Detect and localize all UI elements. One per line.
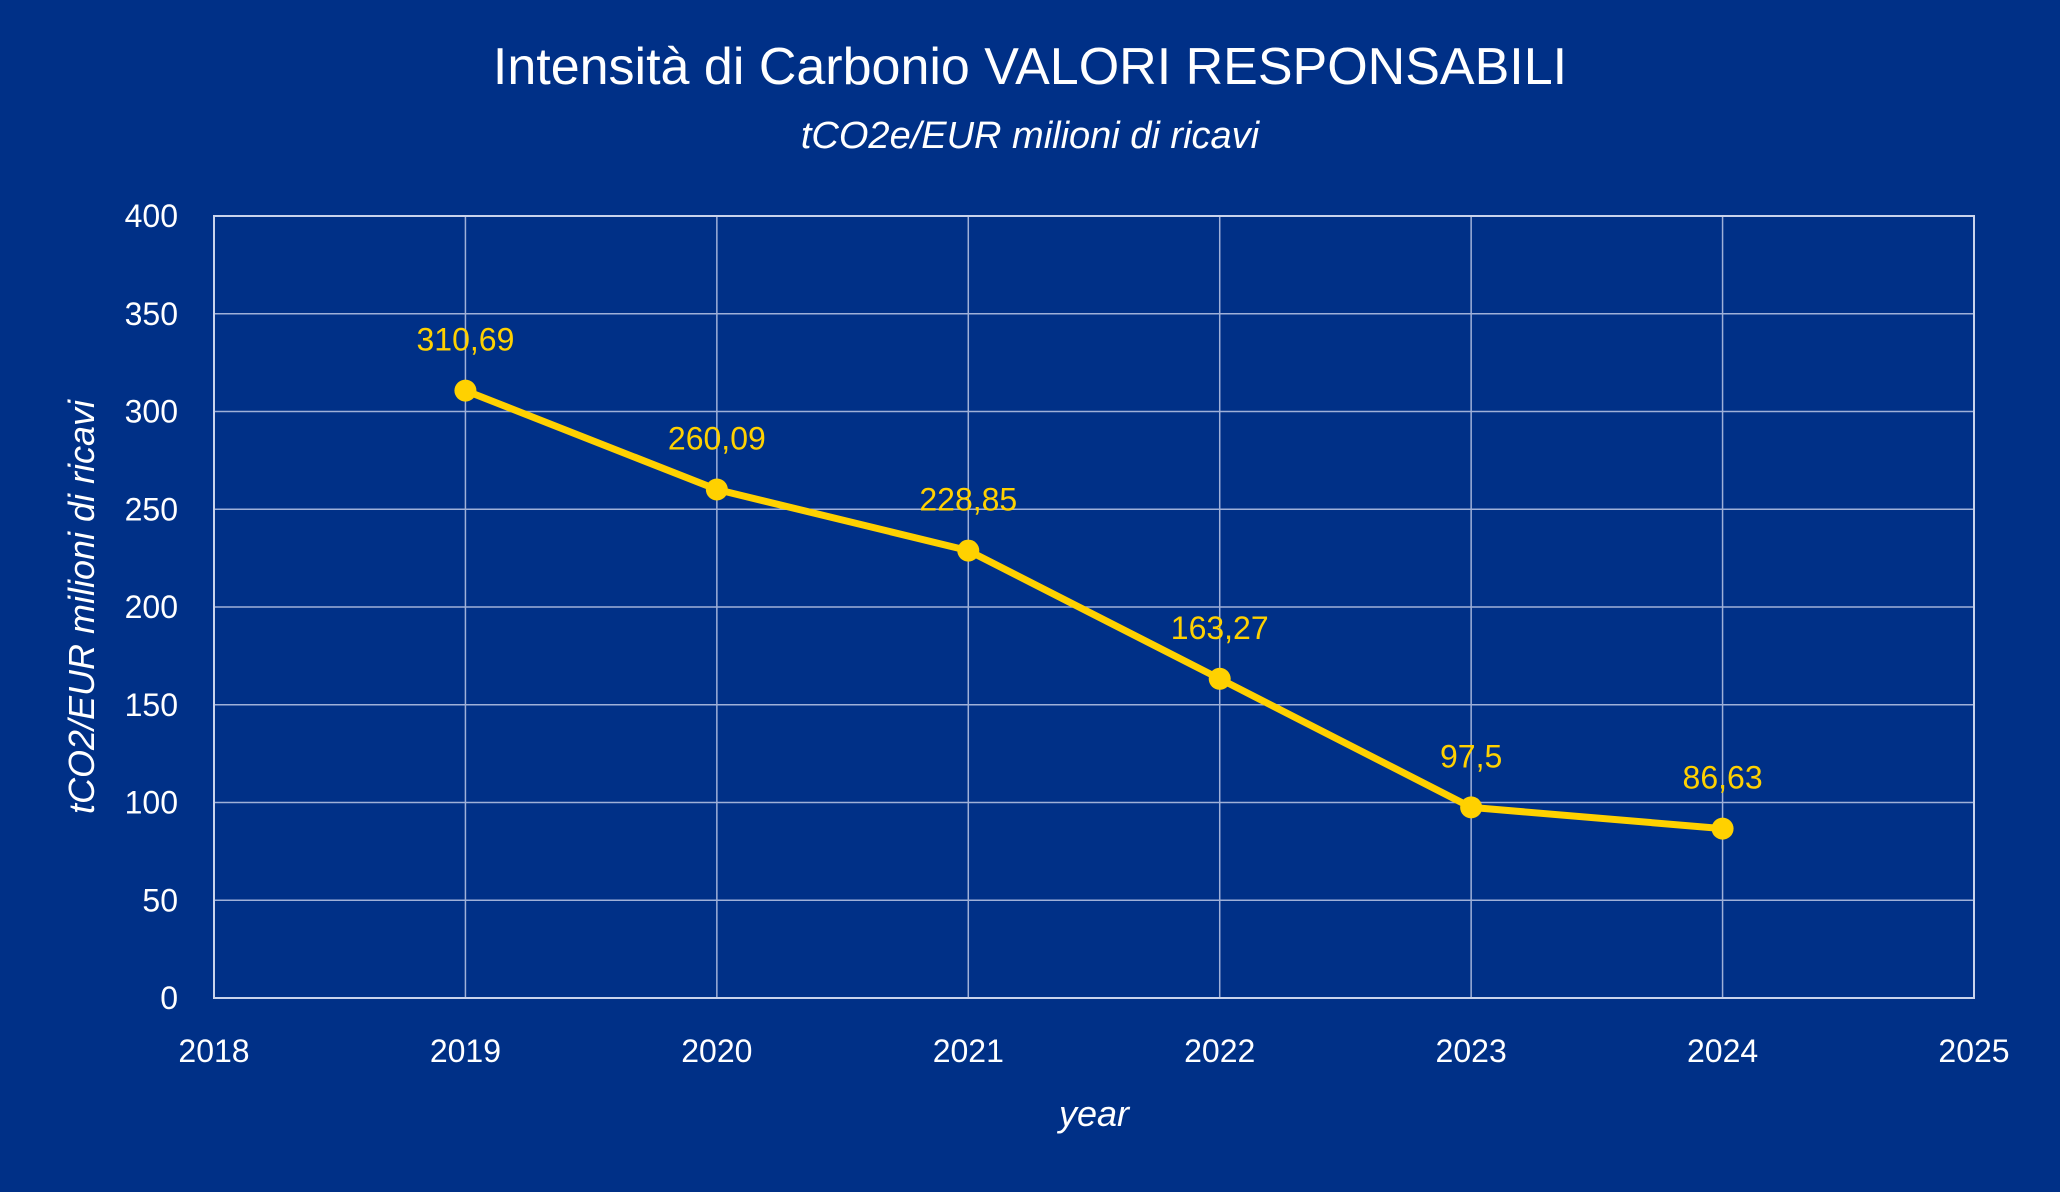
x-tick-label: 2025 xyxy=(1938,1033,2009,1069)
grid xyxy=(213,215,1975,999)
chart-title: Intensità di Carbonio VALORI RESPONSABIL… xyxy=(493,38,1567,96)
y-tick-label: 50 xyxy=(142,882,178,918)
x-tick-label: 2019 xyxy=(430,1033,501,1069)
y-axis-label: tCO2/EUR milioni di ricavi xyxy=(61,399,102,814)
data-label: 97,5 xyxy=(1440,738,1502,774)
x-axis-ticks: 2018 2019 2020 2021 2022 2023 2024 2025 xyxy=(178,1033,2009,1069)
data-point xyxy=(454,379,477,402)
chart-subtitle: tCO2e/EUR milioni di ricavi xyxy=(801,115,1261,157)
x-tick-label: 2023 xyxy=(1436,1033,1507,1069)
y-tick-label: 150 xyxy=(125,687,178,723)
data-point xyxy=(957,539,980,562)
data-label: 163,27 xyxy=(1171,610,1269,646)
series-line xyxy=(461,387,1727,833)
data-label: 310,69 xyxy=(416,322,514,358)
y-tick-label: 300 xyxy=(125,394,178,430)
x-tick-label: 2024 xyxy=(1687,1033,1758,1069)
series: 310,69 260,09 228,85 163,27 97,5 86,63 xyxy=(416,322,1763,840)
y-tick-label: 250 xyxy=(125,491,178,527)
x-tick-label: 2022 xyxy=(1184,1033,1255,1069)
y-axis-ticks: 0 50 100 150 200 250 300 350 400 xyxy=(125,198,178,1016)
data-label: 260,09 xyxy=(668,421,766,457)
y-tick-label: 350 xyxy=(125,296,178,332)
y-tick-label: 200 xyxy=(125,589,178,625)
y-tick-label: 100 xyxy=(125,785,178,821)
data-point xyxy=(705,478,728,501)
x-axis-label: year xyxy=(1056,1093,1131,1134)
y-tick-label: 400 xyxy=(125,198,178,234)
data-point xyxy=(1460,796,1483,819)
x-tick-label: 2021 xyxy=(933,1033,1004,1069)
data-label: 86,63 xyxy=(1683,760,1763,796)
x-tick-label: 2018 xyxy=(178,1033,249,1069)
data-point xyxy=(1208,667,1231,690)
x-tick-label: 2020 xyxy=(681,1033,752,1069)
y-tick-label: 0 xyxy=(160,980,178,1016)
data-point xyxy=(1711,817,1734,840)
data-label: 228,85 xyxy=(919,482,1017,518)
plot-area xyxy=(213,215,1975,999)
